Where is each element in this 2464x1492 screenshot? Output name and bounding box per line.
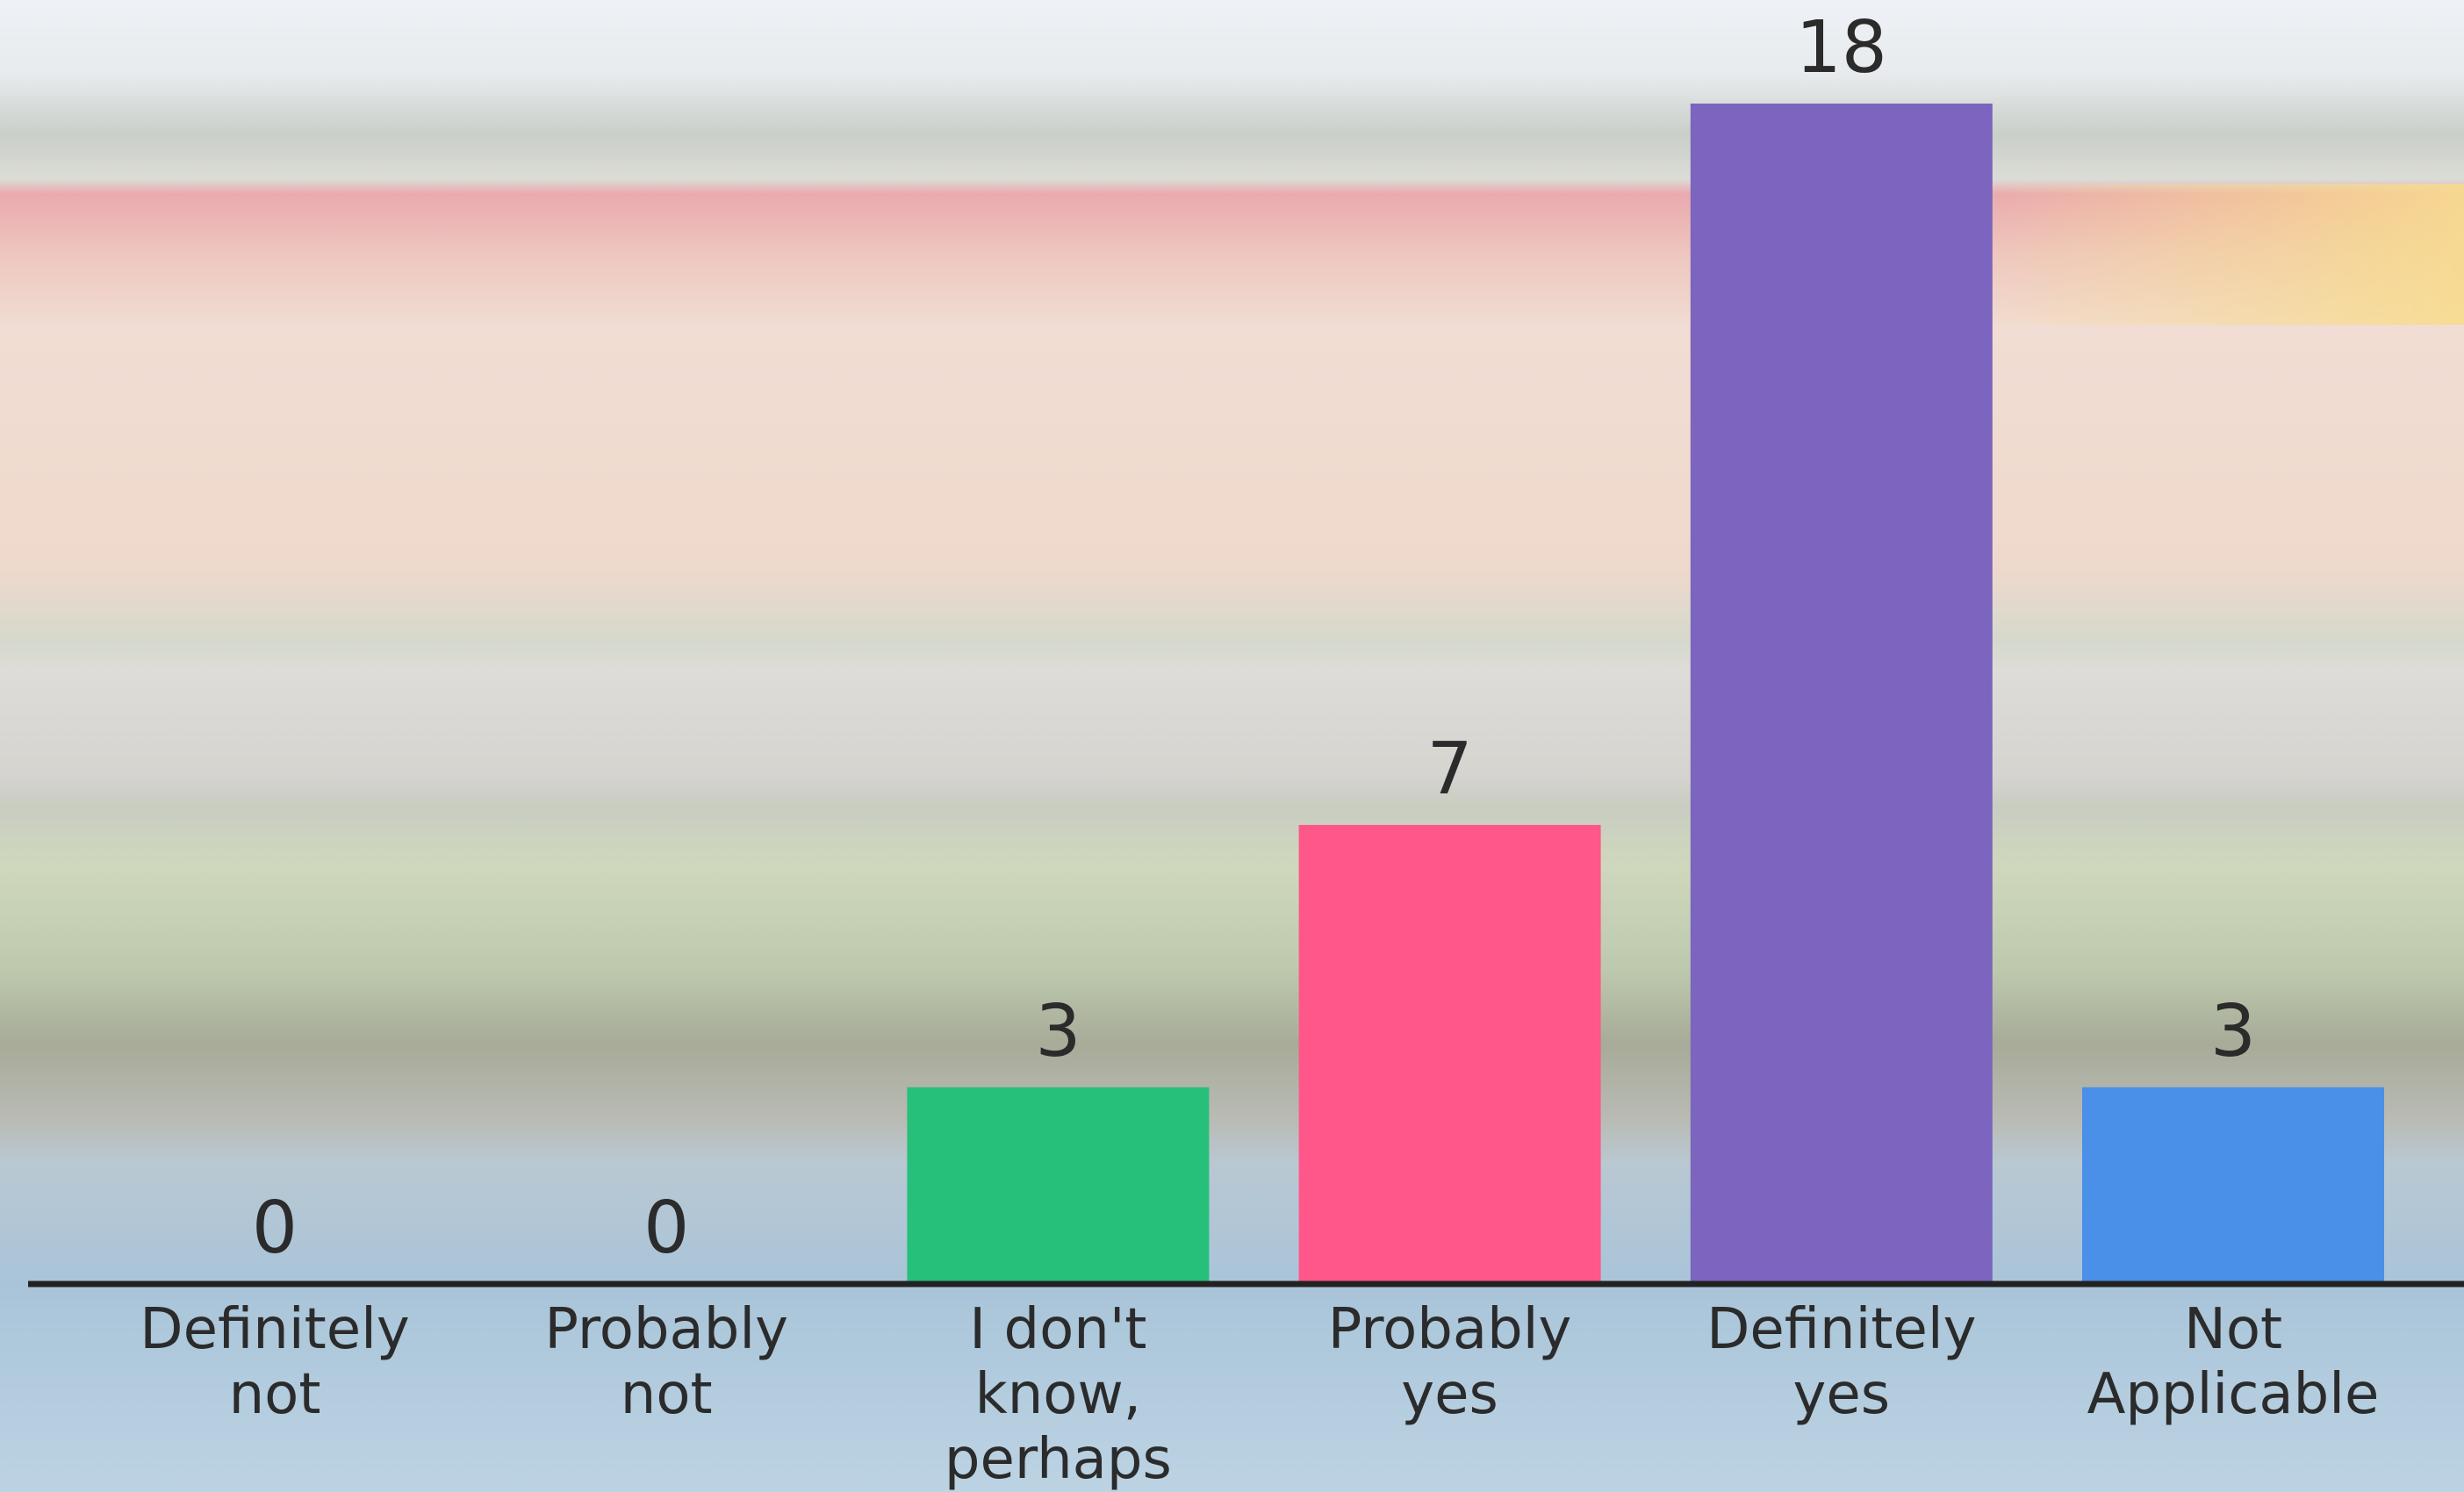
bar (1298, 824, 1601, 1284)
category-label: Definitely not (140, 1297, 410, 1427)
value-label: 0 (643, 1187, 689, 1270)
category-label: Definitely yes (1706, 1297, 1977, 1427)
category-label: I don't know, perhaps (944, 1297, 1172, 1492)
value-label: 3 (2210, 990, 2256, 1073)
bar (907, 1087, 1210, 1284)
category-label: Probably not (544, 1297, 789, 1427)
category-label: Not Applicable (2087, 1297, 2380, 1427)
value-label: 3 (1035, 990, 1081, 1073)
value-label: 0 (252, 1187, 298, 1270)
value-label: 18 (1796, 6, 1887, 90)
bar (1690, 104, 1993, 1284)
category-label: Probably yes (1327, 1297, 1572, 1427)
bar (2082, 1087, 2384, 1284)
value-label: 7 (1427, 728, 1473, 811)
